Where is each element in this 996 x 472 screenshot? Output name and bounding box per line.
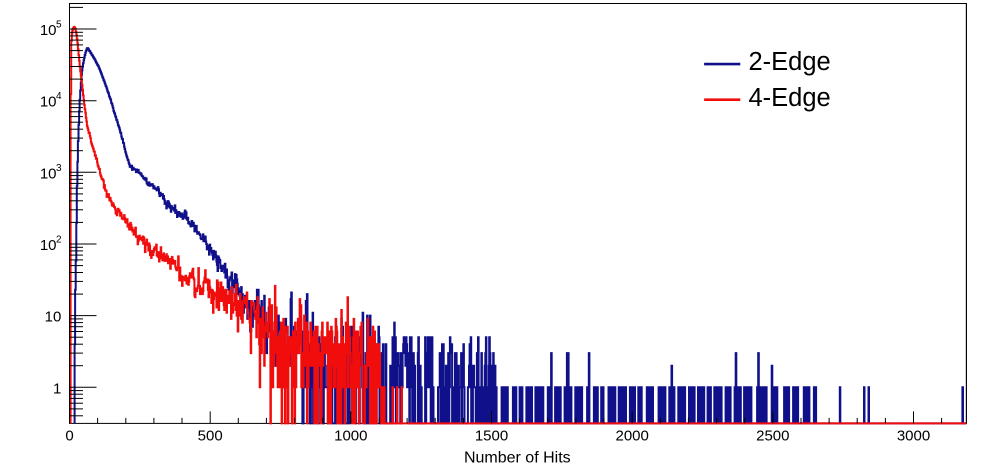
svg-text:10: 10 [40, 165, 57, 182]
svg-text:4-Edge: 4-Edge [749, 84, 831, 112]
svg-text:10: 10 [40, 22, 57, 39]
svg-text:10: 10 [40, 94, 57, 111]
svg-text:5: 5 [56, 20, 62, 31]
svg-text:0: 0 [65, 428, 73, 445]
svg-text:500: 500 [198, 428, 223, 445]
svg-text:3000: 3000 [897, 428, 930, 445]
svg-text:1000: 1000 [334, 428, 367, 445]
svg-text:2500: 2500 [756, 428, 789, 445]
svg-text:10: 10 [45, 309, 62, 326]
svg-text:10: 10 [40, 237, 57, 254]
svg-text:1500: 1500 [475, 428, 508, 445]
svg-text:Number of Hits: Number of Hits [464, 449, 571, 466]
svg-text:2: 2 [56, 235, 62, 246]
svg-text:3: 3 [56, 163, 62, 174]
svg-text:2000: 2000 [616, 428, 649, 445]
svg-text:2-Edge: 2-Edge [749, 48, 831, 76]
svg-text:4: 4 [56, 91, 62, 102]
svg-text:1: 1 [53, 380, 61, 397]
